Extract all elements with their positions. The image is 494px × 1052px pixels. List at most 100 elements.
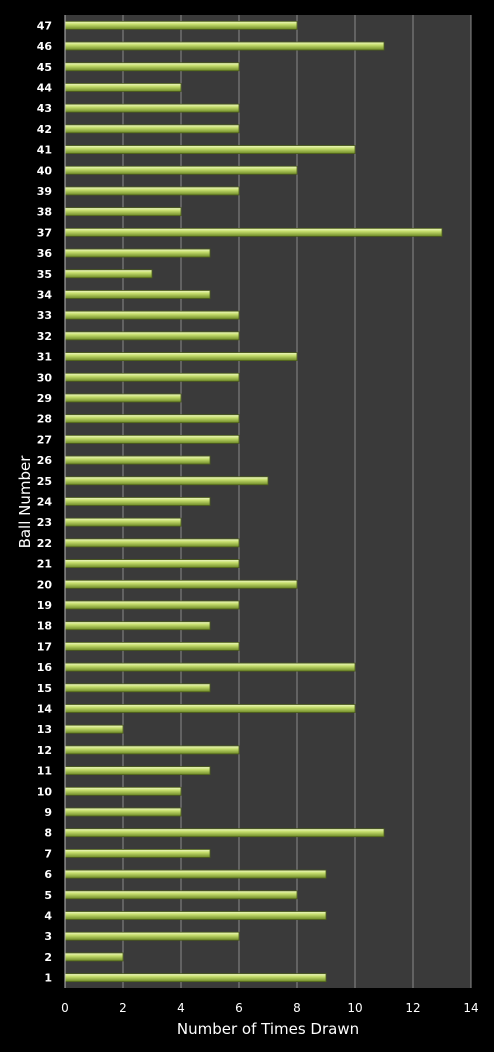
bar-ball-26: [64, 455, 211, 465]
bar-ball-3: [64, 931, 240, 941]
y-tick-label: 40: [37, 164, 53, 177]
bar-ball-17: [64, 642, 240, 651]
y-tick-label: 43: [37, 102, 52, 115]
x-tick-label: 10: [347, 1001, 362, 1015]
y-tick-label: 12: [37, 744, 52, 757]
y-tick-label: 8: [44, 827, 52, 840]
bar-ball-24: [64, 497, 211, 506]
y-tick-label: 3: [44, 930, 52, 943]
y-tick-label: 7: [44, 847, 52, 860]
y-tick-label: 35: [37, 268, 52, 281]
x-tick-labels: 0 2 4 6 8 10 12 14: [61, 1001, 478, 1015]
y-tick-label: 47: [37, 19, 52, 32]
bar-ball-8: [64, 828, 385, 838]
bar-ball-18: [64, 621, 211, 631]
bar-ball-42: [64, 124, 240, 134]
bar-ball-20: [64, 579, 298, 589]
x-tick-label: 6: [235, 1001, 243, 1015]
y-axis-title: Ball Number: [16, 455, 34, 549]
bar-ball-27: [64, 434, 240, 444]
bar-ball-44: [64, 83, 182, 92]
x-tick-label: 0: [61, 1001, 69, 1015]
x-tick-label: 14: [463, 1001, 478, 1015]
y-tick-label: 20: [37, 578, 53, 591]
y-tick-label: 4: [44, 910, 52, 923]
y-tick-label: 16: [37, 661, 53, 674]
y-tick-label: 22: [37, 537, 52, 550]
bar-ball-11: [64, 766, 211, 776]
bar-ball-6: [64, 869, 327, 879]
y-tick-label: 14: [37, 703, 53, 716]
bar-ball-12: [64, 745, 240, 755]
bar-ball-29: [64, 393, 182, 403]
bar-ball-15: [64, 683, 211, 693]
bar-ball-38: [64, 207, 182, 217]
y-tick-label: 5: [44, 889, 52, 902]
y-tick-label: 15: [37, 682, 52, 695]
y-tick-label: 38: [37, 206, 52, 219]
bar-ball-28: [64, 414, 240, 424]
bar-ball-46: [64, 41, 385, 51]
y-tick-label: 30: [37, 371, 53, 384]
bar-ball-5: [64, 890, 298, 900]
y-tick-label: 25: [37, 475, 52, 488]
bar-ball-33: [64, 310, 240, 320]
y-tick-label: 33: [37, 309, 52, 322]
bar-ball-31: [64, 352, 298, 361]
y-tick-labels: 1234567891011121314151617181920212223242…: [37, 19, 53, 984]
bar-ball-40: [64, 165, 298, 175]
bar-ball-23: [64, 517, 182, 527]
bar-ball-19: [64, 600, 240, 610]
bar-ball-21: [64, 559, 240, 569]
bar-ball-13: [64, 724, 124, 734]
bar-ball-41: [64, 145, 356, 154]
x-tick-label: 2: [119, 1001, 127, 1015]
y-tick-label: 42: [37, 123, 52, 136]
bar-ball-25: [64, 476, 269, 486]
y-tick-label: 1: [44, 972, 52, 985]
bar-ball-9: [64, 807, 182, 817]
bar-ball-39: [64, 186, 240, 196]
x-tick-label: 12: [405, 1001, 420, 1015]
bar-ball-34: [64, 290, 211, 299]
y-tick-label: 17: [37, 640, 52, 653]
y-tick-label: 29: [37, 392, 52, 405]
bar-ball-4: [64, 911, 327, 920]
x-axis-title: Number of Times Drawn: [177, 1020, 359, 1038]
bar-ball-30: [64, 372, 240, 382]
y-tick-label: 13: [37, 723, 52, 736]
bars: [64, 20, 443, 983]
y-tick-label: 11: [37, 765, 52, 778]
y-tick-label: 41: [37, 144, 52, 157]
y-tick-label: 44: [37, 81, 53, 94]
bar-ball-14: [64, 704, 356, 713]
bar-ball-43: [64, 103, 240, 113]
y-tick-label: 21: [37, 558, 52, 571]
y-tick-label: 18: [37, 620, 52, 633]
bar-ball-7: [64, 849, 211, 858]
y-tick-label: 31: [37, 351, 52, 364]
y-tick-label: 36: [37, 247, 53, 260]
bar-ball-35: [64, 269, 153, 279]
y-tick-label: 23: [37, 516, 52, 529]
y-tick-label: 19: [37, 599, 52, 612]
y-tick-label: 26: [37, 454, 53, 467]
y-tick-label: 9: [44, 806, 52, 819]
bar-ball-36: [64, 248, 211, 258]
bar-ball-37: [64, 227, 443, 237]
bar-ball-47: [64, 20, 298, 30]
y-tick-label: 2: [44, 951, 52, 964]
y-tick-label: 27: [37, 433, 52, 446]
x-tick-label: 8: [293, 1001, 301, 1015]
y-tick-label: 37: [37, 226, 52, 239]
y-tick-label: 6: [44, 868, 52, 881]
y-tick-label: 32: [37, 330, 52, 343]
y-tick-label: 45: [37, 61, 52, 74]
bar-ball-16: [64, 662, 356, 672]
bar-ball-2: [64, 952, 124, 962]
y-tick-label: 28: [37, 413, 52, 426]
bar-ball-22: [64, 538, 240, 548]
y-tick-label: 46: [37, 40, 53, 53]
bar-ball-32: [64, 331, 240, 341]
